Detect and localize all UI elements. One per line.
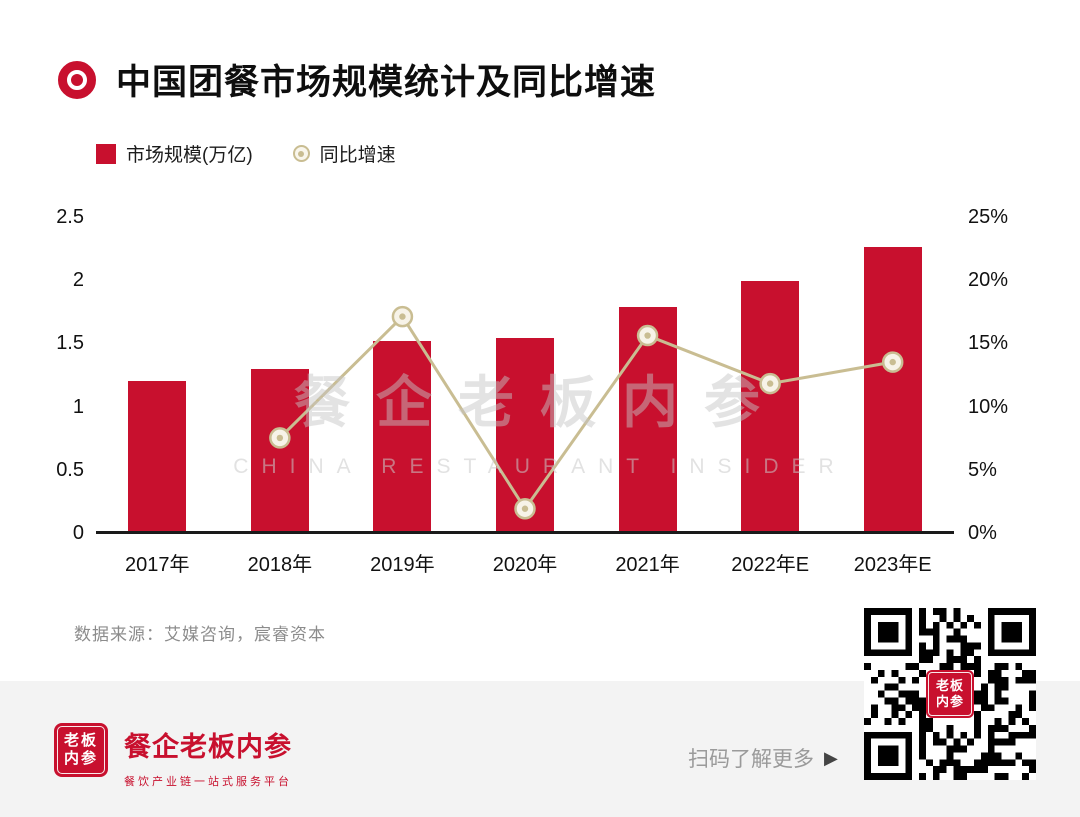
qr-cta: 扫码了解更多 ▶ — [688, 743, 838, 773]
bullseye-icon — [58, 60, 96, 99]
bar — [128, 380, 187, 531]
y-tick-label: 1.5 — [56, 332, 84, 355]
y-tick-label: 0 — [72, 522, 84, 544]
legend-label-growth: 同比增速 — [319, 145, 396, 166]
x-tick-label: 2020年 — [492, 554, 558, 576]
legend-label-market-size: 市场规模(万亿) — [126, 145, 253, 166]
y-tick-label: 20% — [968, 269, 1009, 292]
bar — [496, 337, 554, 531]
line-marker-icon — [292, 145, 310, 162]
y-tick-label: 5% — [968, 458, 997, 481]
seal-text-top: 老板 — [63, 732, 98, 749]
qr-code: 老板 内参 — [864, 608, 1036, 780]
y-tick-label: 25% — [968, 206, 1009, 228]
legend-item-growth: 同比增速 — [292, 140, 396, 167]
cta-text: 扫码了解更多 — [688, 748, 814, 771]
brand-seal-logo: 老板 内参 — [54, 723, 108, 777]
brand-tagline: 餐饮产业链一站式服务平台 — [124, 776, 292, 788]
bar-swatch-icon — [96, 143, 116, 164]
x-tick-label: 2018年 — [247, 554, 313, 576]
footer: 老板 内参 餐企老板内参 餐饮产业链一站式服务平台 扫码了解更多 ▶ — [0, 681, 1080, 817]
x-tick-label: 2022年E — [731, 554, 810, 576]
line-marker — [391, 305, 414, 328]
bar — [250, 369, 309, 531]
x-tick-label: 2021年 — [615, 554, 680, 576]
brand-block: 餐企老板内参 餐饮产业链一站式服务平台 — [124, 725, 292, 789]
x-tick-label: 2023年E — [853, 554, 932, 576]
chart-header: 中国团餐市场规模统计及同比增速 — [58, 54, 656, 105]
x-tick-label: 2019年 — [370, 554, 435, 576]
seal-text-bottom: 内参 — [63, 750, 98, 767]
bar — [863, 246, 922, 531]
source-note: 数据来源：艾媒咨询，宸睿资本 — [74, 625, 326, 644]
y-tick-label: 0% — [968, 522, 997, 544]
y-tick-label: 15% — [968, 332, 1009, 355]
y-tick-label: 1 — [72, 395, 84, 418]
bar — [618, 307, 677, 531]
qr-seal-text-top: 老板 — [935, 678, 964, 694]
y-axis-right: 0% 5% 10% 15% 20% 25% — [954, 206, 1018, 544]
bar — [741, 280, 800, 531]
y-tick-label: 0.5 — [56, 458, 84, 481]
qr-center-seal: 老板 内参 — [926, 670, 974, 718]
page-title: 中国团餐市场规模统计及同比增速 — [116, 63, 657, 102]
chart-legend: 市场规模(万亿) 同比增速 — [96, 140, 396, 167]
plot-area: 2017年 2018年 2019年 2020年 2021年 2022年E 2023年E — [96, 218, 954, 576]
arrow-right-icon: ▶ — [824, 747, 838, 768]
line-marker-dot — [399, 313, 406, 320]
bar — [373, 341, 432, 531]
x-tick-label: 2017年 — [125, 554, 190, 576]
legend-item-market-size: 市场规模(万亿) — [96, 140, 253, 167]
chart: 0 0.5 1 1.5 2 2.5 2017年 2018年 2019年 2020年 2021年 20… — [38, 206, 1018, 576]
qr-seal-text-bottom: 内参 — [935, 694, 964, 709]
y-tick-label: 10% — [968, 395, 1009, 418]
y-tick-label: 2 — [72, 269, 84, 292]
y-axis-left: 0 0.5 1 1.5 2 2.5 — [38, 206, 96, 544]
y-tick-label: 2.5 — [56, 206, 84, 228]
brand-name: 餐企老板内参 — [124, 732, 292, 762]
